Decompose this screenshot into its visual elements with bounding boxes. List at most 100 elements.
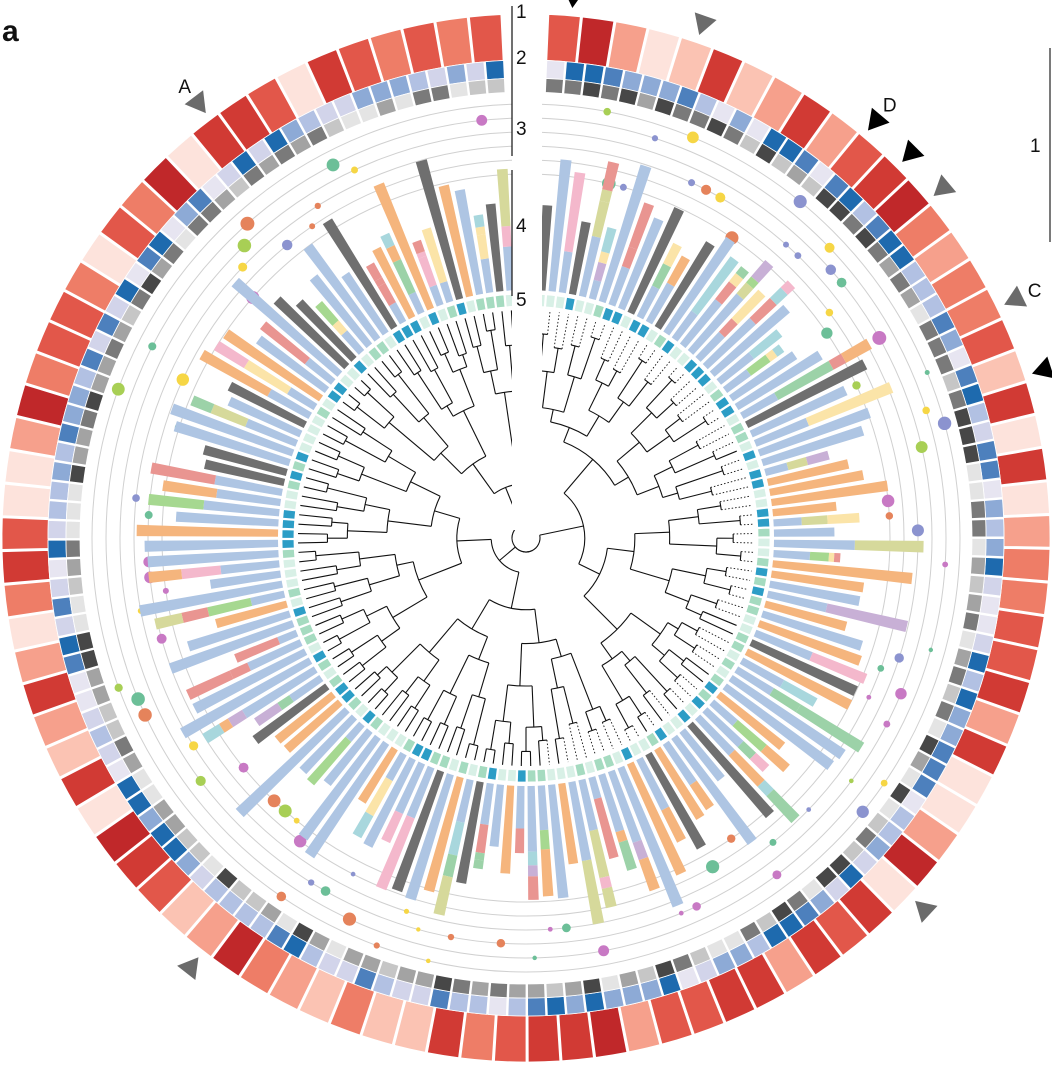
bar-segment: [766, 459, 850, 486]
bar-segment: [749, 752, 770, 773]
tree-branch: [381, 627, 401, 642]
bar-segment: [608, 266, 630, 307]
tree-branch: [332, 648, 350, 660]
dot-mark: [144, 511, 153, 520]
heatmap-cell: [1, 550, 51, 584]
tree-branch: [354, 386, 365, 397]
bar-segment: [772, 501, 837, 517]
tree-branch: [301, 573, 338, 581]
tree-branch: [616, 441, 640, 462]
bar-segment: [765, 349, 778, 362]
gray-ring-cell: [121, 751, 144, 775]
tree-branch: [367, 392, 395, 418]
bar-segment: [323, 728, 373, 786]
heatmap-cell: [996, 447, 1048, 486]
inner-ring-cell: [757, 527, 771, 538]
dot-mark: [111, 382, 125, 396]
gray-ring-cell: [65, 501, 82, 521]
dot-mark: [727, 834, 736, 843]
bar-segment: [599, 189, 613, 204]
inner-ring-cell: [752, 575, 768, 588]
tree-branch: [299, 559, 317, 563]
tree-branch: [677, 394, 704, 416]
bar-segment: [568, 781, 592, 862]
tree-branch: [388, 421, 435, 461]
bar-segment: [454, 189, 484, 296]
tree-branch: [305, 477, 329, 485]
dot-mark: [769, 838, 777, 846]
gray-ring-cell: [618, 87, 639, 106]
inner-ring-cell: [610, 310, 624, 326]
tree-branch: [585, 711, 593, 731]
blue-ring-cell: [985, 538, 1005, 558]
inner-color-ring: [281, 293, 771, 783]
bar-segment: [175, 511, 279, 527]
tree-branch: [327, 487, 367, 499]
inner-ring-cell: [286, 479, 302, 492]
bar-segment: [728, 351, 798, 402]
inner-ring-cell: [338, 373, 355, 389]
tree-branch: [369, 575, 400, 586]
bar-segment: [220, 560, 280, 575]
gray-ring-cell: [800, 174, 824, 198]
bar-segment: [405, 773, 454, 901]
tree-arc: [659, 649, 670, 662]
bar-segment: [168, 620, 295, 674]
gray-ring-cell: [175, 827, 199, 851]
bar-segment: [618, 217, 664, 311]
inner-ring-cell: [302, 632, 319, 646]
tree-branch: [367, 373, 391, 398]
tree-branch: [644, 355, 663, 380]
tree-arc: [664, 429, 675, 443]
inner-ring-cell: [545, 294, 556, 309]
inner-ring-cell: [287, 586, 302, 599]
bar-segment: [287, 387, 318, 411]
dot-mark: [293, 834, 307, 848]
tree-branch: [690, 594, 717, 605]
tree-branch: [669, 688, 685, 703]
bar-segment: [564, 171, 586, 253]
dot-mark: [342, 912, 357, 926]
tree-branch: [740, 523, 754, 526]
gray-ring-cell: [69, 463, 87, 484]
bar-segment: [770, 570, 865, 593]
tree-branch: [388, 355, 403, 373]
bar-segment: [181, 565, 222, 580]
gray-ring-cell: [357, 103, 380, 124]
triangle-marker-icon: [1031, 356, 1052, 378]
tree-branch: [356, 406, 385, 429]
inner-ring-cell: [282, 558, 297, 569]
bar-segment: [309, 274, 373, 349]
tree-branch: [417, 372, 443, 410]
bar-segment: [749, 297, 777, 325]
bar-segment: [591, 200, 610, 238]
blue-ring-cell: [47, 520, 67, 539]
gray-ring-cell: [800, 877, 824, 901]
gray-ring-cell: [67, 482, 84, 503]
tree-arc: [670, 399, 677, 407]
gray-ring-cell: [785, 163, 809, 187]
bar-segment: [480, 258, 494, 294]
gray-ring-cell: [186, 213, 210, 238]
gray-ring-cell: [259, 901, 283, 924]
tree-arc: [458, 352, 467, 357]
tree-branch: [440, 452, 462, 475]
gray-ring-cell: [339, 109, 363, 131]
tree-branch: [681, 622, 698, 632]
bar-segment: [618, 839, 637, 871]
bar-segment: [718, 318, 738, 338]
tree-branch: [354, 671, 376, 690]
tree-branch: [600, 642, 613, 660]
tree-branch: [519, 643, 523, 686]
gray-ring-cell: [722, 124, 745, 146]
tree-branch: [563, 737, 569, 763]
dot-mark: [307, 879, 315, 886]
dot-mark: [281, 239, 293, 251]
marker-label: A: [178, 77, 191, 98]
dot-mark: [547, 926, 553, 932]
bar-segment: [547, 784, 569, 899]
bar-segment: [760, 744, 790, 773]
bar-segment: [715, 281, 737, 305]
tree-arc: [568, 721, 577, 725]
gray-ring-cell: [199, 200, 223, 224]
